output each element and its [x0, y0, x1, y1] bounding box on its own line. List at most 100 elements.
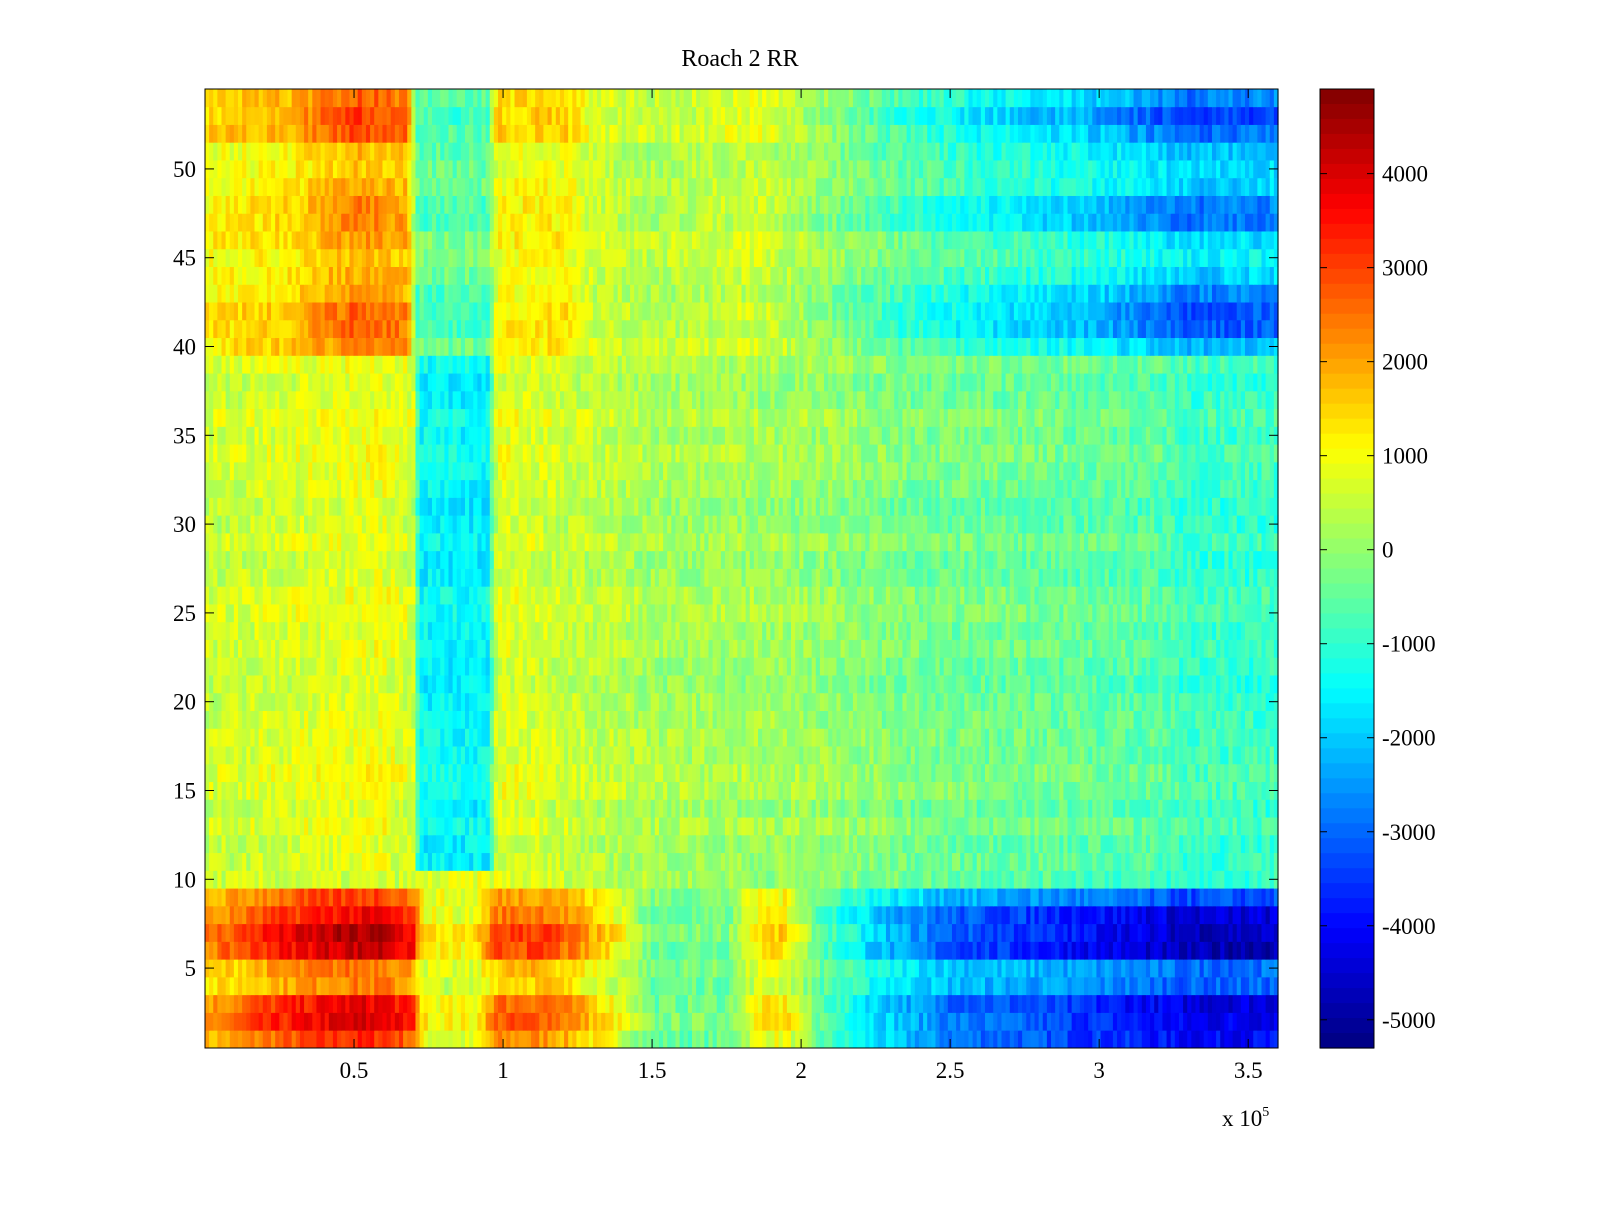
heatmap-cell	[374, 834, 379, 854]
heatmap-cell	[625, 728, 631, 747]
heatmap-cell	[225, 905, 231, 925]
heatmap-cell	[1063, 959, 1069, 978]
heatmap-cell	[964, 834, 970, 854]
heatmap-cell	[902, 817, 908, 836]
heatmap-cell	[1104, 852, 1110, 871]
heatmap-cell	[431, 959, 437, 978]
heatmap-cell	[774, 870, 780, 889]
heatmap-cell	[580, 763, 586, 783]
heatmap-cell	[848, 781, 854, 800]
heatmap-cell	[993, 746, 998, 765]
heatmap-cell	[312, 941, 318, 960]
heatmap-cell	[1150, 710, 1155, 729]
heatmap-cell	[1051, 941, 1056, 960]
heatmap-cell	[762, 976, 767, 996]
heatmap-cell	[609, 923, 615, 942]
heatmap-cell	[242, 870, 247, 889]
heatmap-cell	[997, 1012, 1003, 1031]
heatmap-cell	[1079, 959, 1085, 978]
heatmap-cell	[213, 994, 218, 1013]
heatmap-cell	[733, 817, 738, 836]
heatmap-cell	[712, 1030, 718, 1049]
heatmap-cell	[1253, 870, 1258, 889]
heatmap-cell	[741, 1012, 747, 1031]
heatmap-cell	[939, 817, 945, 836]
heatmap-cell	[939, 834, 945, 854]
heatmap-cell	[1249, 994, 1254, 1013]
heatmap-cell	[419, 817, 425, 836]
heatmap-cell	[1244, 905, 1250, 925]
heatmap-cell	[469, 799, 474, 818]
heatmap-cell	[857, 1030, 862, 1049]
heatmap-cell	[671, 888, 677, 907]
heatmap-cell	[910, 959, 916, 978]
heatmap-cell	[423, 763, 429, 783]
heatmap-cell	[411, 923, 417, 942]
heatmap-cell	[1055, 905, 1060, 925]
heatmap-cell	[1079, 834, 1085, 854]
heatmap-cell	[378, 994, 384, 1013]
heatmap-cell	[1137, 781, 1143, 800]
heatmap-cell	[964, 799, 970, 818]
heatmap-cell	[1117, 817, 1122, 836]
heatmap-cell	[436, 763, 441, 783]
heatmap-cell	[448, 994, 454, 1013]
heatmap-cell	[634, 870, 639, 889]
heatmap-cell	[815, 710, 821, 729]
heatmap-cell	[935, 817, 941, 836]
heatmap-cell	[840, 923, 846, 942]
heatmap-cell	[1092, 870, 1098, 889]
heatmap-cell	[304, 817, 309, 836]
heatmap-cell	[708, 852, 714, 871]
heatmap-cell	[394, 746, 400, 765]
heatmap-cell	[914, 852, 920, 871]
heatmap-cell	[258, 905, 264, 925]
heatmap-cell	[229, 1030, 235, 1049]
heatmap-cell	[791, 888, 796, 907]
heatmap-cell	[811, 763, 817, 783]
heatmap-cell	[506, 817, 511, 836]
heatmap-cell	[217, 834, 223, 854]
heatmap-cell	[588, 1030, 594, 1049]
heatmap-cell	[885, 959, 891, 978]
heatmap-cell	[250, 888, 256, 907]
heatmap-cell	[923, 834, 928, 854]
heatmap-cell	[539, 941, 545, 960]
heatmap-cell	[258, 763, 264, 783]
heatmap-cell	[1030, 817, 1036, 836]
heatmap-cell	[254, 941, 260, 960]
heatmap-cell	[1117, 959, 1122, 978]
heatmap-cell	[700, 763, 705, 783]
heatmap-cell	[625, 905, 631, 925]
heatmap-cell	[225, 763, 231, 783]
heatmap-cell	[1133, 870, 1139, 889]
heatmap-cell	[716, 710, 722, 729]
heatmap-cell	[407, 728, 412, 747]
heatmap-cell	[304, 888, 309, 907]
heatmap-cell	[663, 728, 668, 747]
heatmap-cell	[671, 852, 677, 871]
heatmap-cell	[799, 976, 805, 996]
heatmap-cell	[308, 959, 313, 978]
heatmap-cell	[1125, 728, 1131, 747]
heatmap-cell	[625, 976, 631, 996]
heatmap-cell	[836, 1012, 842, 1031]
heatmap-cell	[964, 817, 970, 836]
heatmap-cell	[1125, 852, 1131, 871]
heatmap-cell	[394, 834, 400, 854]
heatmap-cell	[337, 959, 342, 978]
heatmap-cell	[1154, 976, 1159, 996]
heatmap-cell	[683, 959, 689, 978]
heatmap-cell	[630, 870, 635, 889]
heatmap-cell	[1257, 923, 1263, 942]
heatmap-cell	[840, 817, 846, 836]
heatmap-cell	[1125, 763, 1131, 783]
heatmap-cell	[271, 692, 276, 711]
heatmap-cell	[1075, 781, 1081, 800]
heatmap-cell	[1183, 959, 1188, 978]
heatmap-cell	[844, 994, 850, 1013]
heatmap-cell	[555, 852, 561, 871]
heatmap-cell	[337, 692, 342, 711]
heatmap-cell	[209, 728, 214, 747]
heatmap-cell	[411, 1012, 417, 1031]
